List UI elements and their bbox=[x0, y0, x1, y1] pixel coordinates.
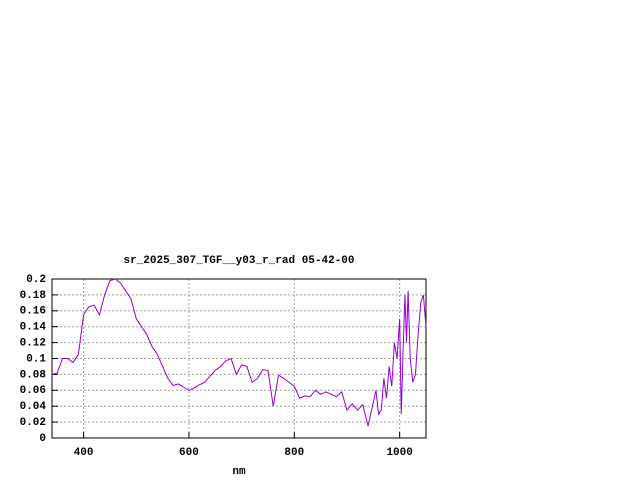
plot-frame bbox=[51, 278, 427, 439]
x-tick-label: 600 bbox=[179, 447, 199, 459]
y-tick-label: 0.04 bbox=[20, 401, 47, 413]
y-tick-label: 0.2 bbox=[26, 274, 46, 286]
chart-title: sr_2025_307_TGF__y03_r_rad 05-42-00 bbox=[123, 255, 354, 267]
y-tick-label: 0.08 bbox=[20, 369, 47, 381]
y-tick-label: 0.06 bbox=[20, 385, 46, 397]
y-tick-label: 0.16 bbox=[20, 306, 46, 318]
y-tick-label: 0 bbox=[39, 433, 46, 445]
x-axis-label: nm bbox=[232, 466, 246, 478]
x-tick-label: 1000 bbox=[386, 447, 412, 459]
y-tick-label: 0.02 bbox=[20, 417, 46, 429]
data-line bbox=[51, 278, 427, 427]
y-tick-label: 0.12 bbox=[20, 338, 46, 350]
y-tick-label: 0.18 bbox=[20, 290, 47, 302]
x-tick-label: 400 bbox=[74, 447, 94, 459]
y-tick-label: 0.1 bbox=[26, 353, 46, 365]
y-tick-label: 0.14 bbox=[20, 322, 47, 334]
x-tick-label: 800 bbox=[284, 447, 304, 459]
